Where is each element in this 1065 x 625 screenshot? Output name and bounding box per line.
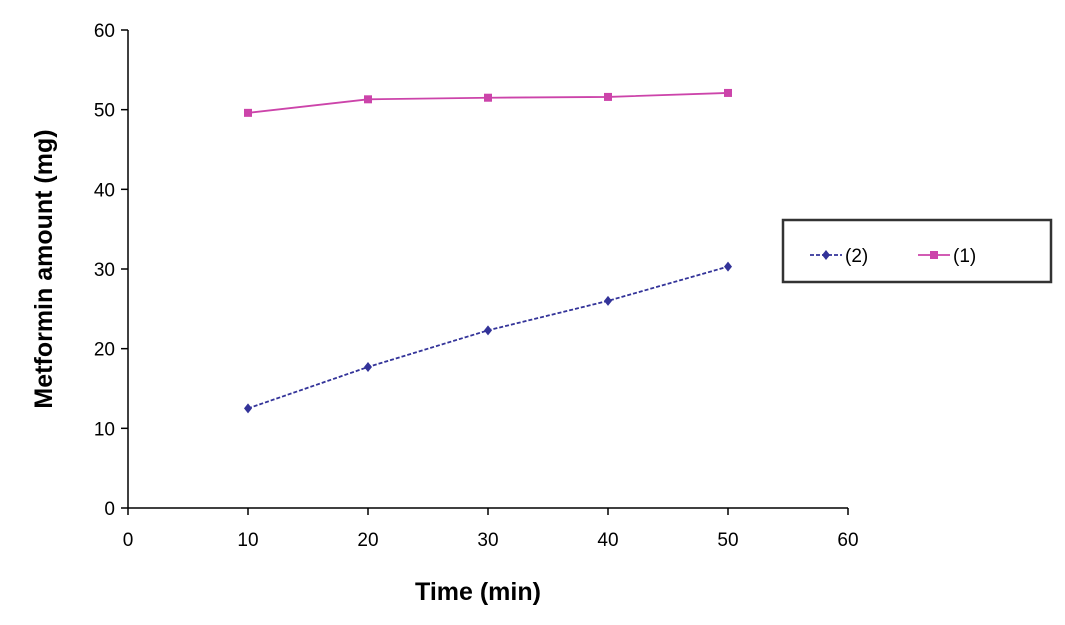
legend-box (781, 218, 1053, 284)
data-point (724, 88, 732, 97)
data-point (364, 95, 372, 104)
data-point (484, 325, 492, 336)
y-tick-label: 10 (94, 419, 115, 440)
data-point (244, 108, 252, 117)
x-axis-title: Time (min) (415, 578, 541, 606)
data-point (724, 261, 732, 272)
series-layer (244, 88, 732, 414)
legend-marker (930, 251, 938, 259)
data-point (244, 403, 252, 414)
legend-items: (2) (1) (810, 246, 976, 267)
legend-label: (1) (953, 246, 976, 267)
x-tick-label: 30 (477, 530, 498, 551)
x-axis-ticks: 0 10 20 30 40 50 60 (123, 508, 859, 551)
y-tick-label: 30 (94, 260, 115, 281)
data-point (364, 361, 372, 372)
x-tick-label: 40 (597, 530, 618, 551)
x-tick-label: 50 (717, 530, 738, 551)
legend-label: (2) (845, 246, 868, 267)
y-tick-label: 60 (94, 21, 115, 42)
data-point (604, 92, 612, 101)
y-axis-title: Metformin amount (mg) (30, 129, 58, 408)
x-tick-label: 60 (837, 530, 858, 551)
x-tick-label: 20 (357, 530, 378, 551)
series-line-1 (247, 265, 729, 410)
data-point (484, 93, 492, 102)
y-tick-label: 0 (104, 499, 115, 520)
y-axis-ticks: 0 10 20 30 40 50 60 (94, 21, 128, 520)
x-tick-label: 10 (237, 530, 258, 551)
legend-marker (822, 250, 830, 260)
y-tick-label: 20 (94, 340, 115, 361)
data-point (604, 295, 612, 306)
legend: (2) (1) (781, 218, 1053, 284)
y-tick-label: 50 (94, 101, 115, 122)
x-tick-label: 0 (123, 530, 134, 551)
y-tick-label: 40 (94, 180, 115, 201)
